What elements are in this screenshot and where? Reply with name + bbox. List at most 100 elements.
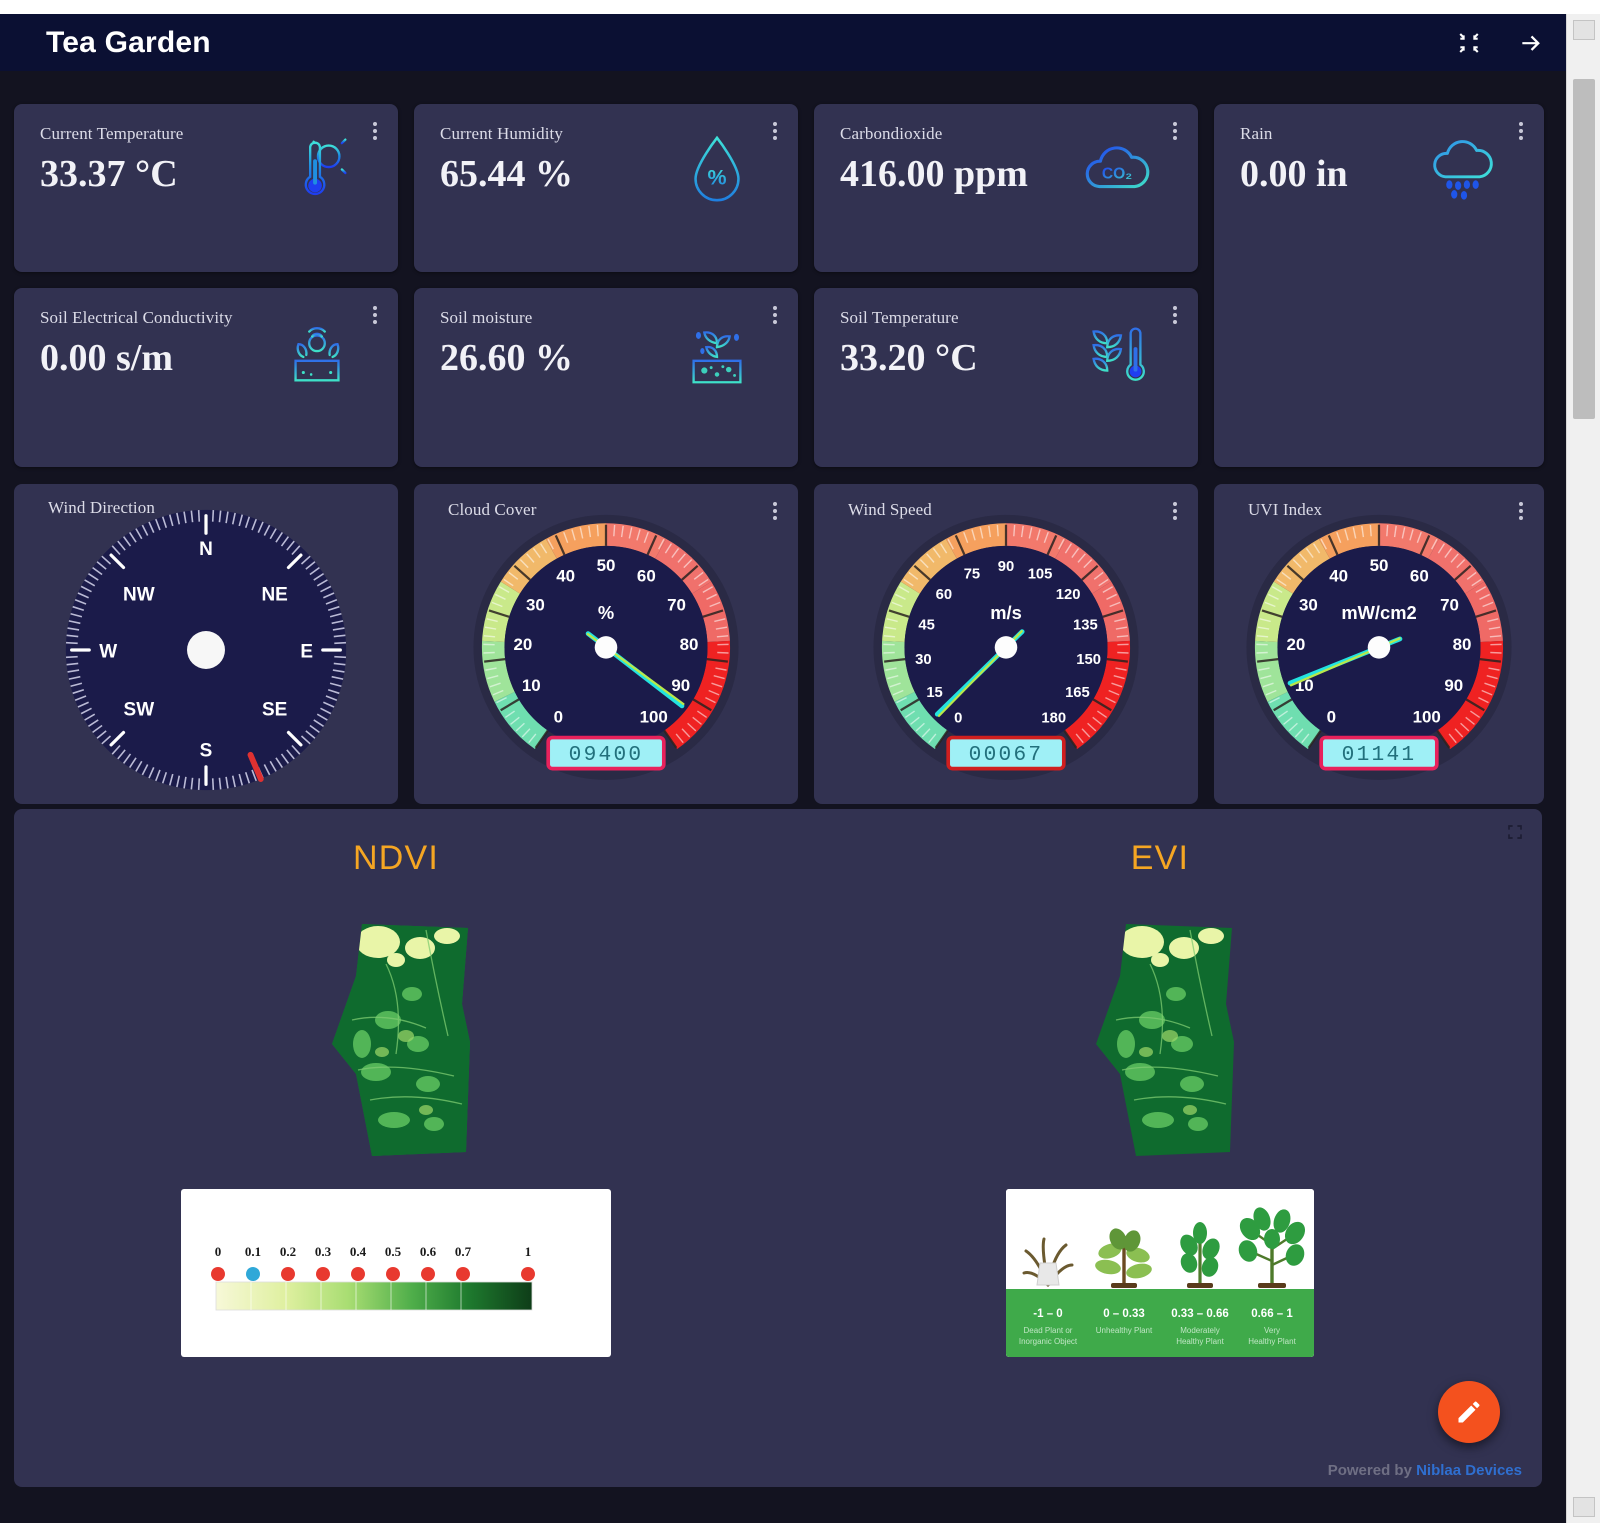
scrollbar-thumb[interactable] [1573, 79, 1595, 419]
svg-text:50: 50 [1370, 556, 1389, 575]
evi-column: EVI [778, 809, 1542, 1487]
card-label: Current Humidity [440, 124, 563, 143]
svg-text:80: 80 [680, 635, 699, 654]
evi-legend: -1 – 0 Dead Plant or Inorganic Object 0 – 0… [1006, 1189, 1314, 1357]
svg-text:40: 40 [556, 567, 575, 586]
powered-by-text: Powered by [1327, 1462, 1412, 1479]
edit-fab-button[interactable] [1438, 1381, 1500, 1443]
svg-text:0.4: 0.4 [350, 1244, 367, 1259]
brand-link[interactable]: Niblaa Devices [1416, 1462, 1522, 1479]
card-value: 0.00 in [1240, 153, 1348, 195]
dashboard-body: Current Temperature 33.37 °C [0, 71, 1566, 1523]
compass-dir-n: N [199, 539, 213, 560]
svg-text:01141: 01141 [1342, 743, 1417, 767]
wind-speed-gauge: 0 15 30 45 60 75 90 105 120 135 150 165 180 m/s 00067 [814, 512, 1198, 794]
svg-text:90: 90 [671, 676, 690, 695]
ndvi-map-image [332, 924, 470, 1156]
scroll-up-button[interactable] [1573, 20, 1595, 40]
svg-text:180: 180 [1041, 711, 1066, 727]
svg-text:0.1: 0.1 [245, 1244, 261, 1259]
svg-text:-1 – 0: -1 – 0 [1033, 1308, 1062, 1320]
svg-text:m/s: m/s [990, 602, 1022, 623]
rain-cloud-icon [1433, 140, 1493, 200]
card-rain[interactable]: Rain 0.00 in [1214, 104, 1544, 467]
card-menu-button[interactable] [766, 302, 784, 328]
card-soil-moisture[interactable]: Soil moisture 26.60 % [414, 288, 798, 467]
card-value: 416.00 ppm [840, 153, 1028, 195]
card-menu-button[interactable] [366, 118, 384, 144]
svg-text:45: 45 [918, 617, 934, 633]
svg-text:20: 20 [514, 635, 533, 654]
card-menu-button[interactable] [1512, 498, 1530, 524]
svg-text:0: 0 [554, 708, 563, 727]
card-menu-button[interactable] [1166, 118, 1184, 144]
svg-text:0.2: 0.2 [280, 1244, 296, 1259]
svg-text:Healthy Plant: Healthy Plant [1176, 1337, 1224, 1346]
svg-text:1: 1 [525, 1244, 532, 1259]
card-label: Carbondioxide [840, 124, 943, 143]
card-wind-speed[interactable]: Wind Speed 0 15 30 45 60 75 90 105 120 135 150 165 1… [814, 484, 1198, 804]
svg-text:0 – 0.33: 0 – 0.33 [1103, 1308, 1145, 1320]
svg-text:0.6: 0.6 [420, 1244, 437, 1259]
page-title: Tea Garden [46, 25, 211, 59]
uvi-index-gauge: 0 10 20 30 40 50 60 70 80 90 100 mW/cm2 01141 [1214, 512, 1544, 794]
svg-text:20: 20 [1287, 635, 1306, 654]
card-value: 65.44 % [440, 153, 573, 195]
compass-needle [247, 751, 264, 782]
svg-text:Dead Plant or: Dead Plant or [1024, 1326, 1073, 1335]
card-menu-button[interactable] [766, 118, 784, 144]
arrow-right-icon[interactable] [1518, 30, 1544, 56]
card-current-humidity[interactable]: Current Humidity 65.44 % % [414, 104, 798, 272]
card-uvi-index[interactable]: UVI Index 0 10 20 30 40 50 60 70 80 90 100 mW/cm2 01… [1214, 484, 1544, 804]
card-menu-button[interactable] [1512, 118, 1530, 144]
card-cloud-cover[interactable]: Cloud Cover 0 10 20 30 40 50 60 70 80 90 100% 09400 [414, 484, 798, 804]
card-menu-button[interactable] [366, 302, 384, 328]
svg-text:0.3: 0.3 [315, 1244, 332, 1259]
soil-thermometer-icon [1092, 327, 1145, 384]
cloud-cover-gauge: 0 10 20 30 40 50 60 70 80 90 100% 09400 [414, 512, 798, 794]
svg-text:0.5: 0.5 [385, 1244, 402, 1259]
card-soil-electrical-conductivity[interactable]: Soil Electrical Conductivity 0.00 s/m [14, 288, 398, 467]
svg-text:40: 40 [1329, 567, 1348, 586]
page-scrollbar[interactable] [1566, 14, 1600, 1523]
app-bar-actions [1456, 30, 1544, 56]
svg-text:50: 50 [597, 556, 616, 575]
svg-text:75: 75 [964, 567, 980, 583]
evi-plant-healthy [1238, 1207, 1306, 1288]
card-label: Soil Electrical Conductivity [40, 308, 233, 327]
fullscreen-expand-icon[interactable] [1506, 823, 1524, 841]
svg-text:Very: Very [1264, 1326, 1280, 1335]
app-bar: Tea Garden [0, 14, 1566, 71]
svg-text:0: 0 [954, 711, 962, 727]
svg-text:120: 120 [1056, 587, 1081, 603]
svg-text:100: 100 [640, 708, 668, 727]
svg-text:105: 105 [1028, 567, 1053, 583]
evi-map-image [1096, 924, 1234, 1156]
compass-dir-w: W [99, 641, 117, 662]
svg-text:60: 60 [1410, 567, 1429, 586]
collapse-icon[interactable] [1456, 30, 1482, 56]
svg-text:Inorganic Object: Inorganic Object [1019, 1337, 1078, 1346]
card-menu-button[interactable] [1166, 302, 1184, 328]
card-current-temperature[interactable]: Current Temperature 33.37 °C [14, 104, 398, 272]
evi-plant-dead [1022, 1237, 1074, 1287]
card-menu-button[interactable] [766, 498, 784, 524]
svg-text:0: 0 [1327, 708, 1336, 727]
card-wind-direction[interactable]: Wind Direction N NE E SE [14, 484, 398, 804]
svg-text:15: 15 [926, 685, 942, 701]
card-carbondioxide[interactable]: Carbondioxide 416.00 ppm CO₂ [814, 104, 1198, 272]
svg-text:09400: 09400 [569, 743, 644, 767]
card-soil-temperature[interactable]: Soil Temperature 33.20 °C [814, 288, 1198, 467]
compass-dir-s: S [200, 741, 213, 762]
card-value: 33.20 °C [840, 337, 978, 379]
card-label: Soil moisture [440, 308, 533, 327]
evi-title: EVI [1130, 839, 1190, 877]
svg-text:00067: 00067 [969, 743, 1044, 767]
svg-text:135: 135 [1073, 617, 1098, 633]
scroll-down-button[interactable] [1573, 1497, 1595, 1517]
card-value: 33.37 °C [40, 153, 178, 195]
card-menu-button[interactable] [1166, 498, 1184, 524]
vegetation-index-panel: NDVI [14, 809, 1542, 1487]
edit-pencil-icon [1458, 1401, 1480, 1423]
gauge-label: UVI Index [1248, 500, 1323, 519]
